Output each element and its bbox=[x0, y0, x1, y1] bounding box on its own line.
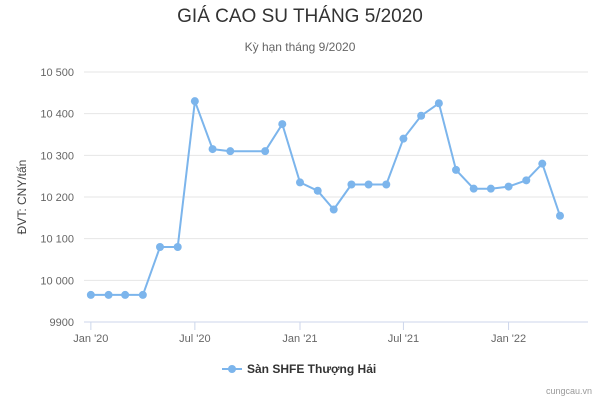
axes: 9900 10 000 10 100 10 200 10 300 10 400 10 500… bbox=[15, 67, 588, 345]
data-point bbox=[329, 205, 338, 214]
y-tick-label: 10 500 bbox=[40, 67, 74, 79]
series-line bbox=[90, 100, 561, 296]
data-point bbox=[417, 111, 426, 120]
data-point bbox=[504, 182, 513, 191]
grid-lines bbox=[84, 71, 588, 281]
data-point bbox=[522, 176, 531, 185]
y-tick-label: 10 400 bbox=[40, 109, 74, 121]
series-layer bbox=[86, 97, 564, 299]
data-point bbox=[434, 99, 443, 108]
data-point bbox=[382, 180, 391, 189]
credit-text[interactable]: cungcau.vn bbox=[546, 386, 592, 396]
legend[interactable]: Sàn SHFE Thượng Hải bbox=[222, 362, 376, 376]
chart-subtitle: Kỳ hạn tháng 9/2020 bbox=[244, 40, 356, 54]
legend-label: Sàn SHFE Thượng Hải bbox=[247, 362, 376, 376]
data-point bbox=[156, 243, 164, 251]
data-point bbox=[313, 186, 322, 195]
chart-title: GIÁ CAO SU THÁNG 5/2020 bbox=[177, 6, 423, 27]
data-point bbox=[469, 184, 478, 193]
data-point bbox=[278, 120, 287, 129]
data-point bbox=[86, 290, 95, 299]
x-tick-label: Jul '21 bbox=[388, 333, 419, 345]
x-tick-label: Jul '20 bbox=[179, 333, 210, 345]
data-point bbox=[296, 178, 304, 187]
data-point bbox=[190, 97, 199, 106]
y-tick-label: 10 000 bbox=[40, 275, 74, 287]
data-point bbox=[486, 184, 495, 193]
data-point bbox=[347, 180, 356, 189]
y-tick-label: 9900 bbox=[50, 317, 74, 329]
x-tick-label: Jan '20 bbox=[73, 333, 108, 345]
data-point bbox=[556, 211, 564, 220]
y-tick-label: 10 300 bbox=[40, 150, 74, 162]
x-tick-label: Jan '21 bbox=[282, 333, 317, 345]
data-point bbox=[138, 290, 147, 299]
legend-marker-symbol bbox=[228, 365, 236, 373]
y-tick-label: 10 200 bbox=[40, 192, 74, 204]
data-point bbox=[104, 290, 113, 299]
data-point bbox=[538, 159, 547, 168]
data-point bbox=[208, 145, 217, 154]
y-tick-label: 10 100 bbox=[40, 234, 74, 246]
data-point bbox=[364, 180, 373, 189]
data-point bbox=[121, 290, 130, 299]
data-point bbox=[452, 165, 460, 174]
data-point bbox=[261, 147, 270, 156]
data-point bbox=[399, 134, 408, 143]
x-tick-label: Jan '22 bbox=[491, 333, 526, 345]
y-axis-title: ĐVT: CNY/tấn bbox=[15, 160, 29, 235]
data-point bbox=[173, 243, 182, 251]
data-point bbox=[226, 147, 235, 156]
